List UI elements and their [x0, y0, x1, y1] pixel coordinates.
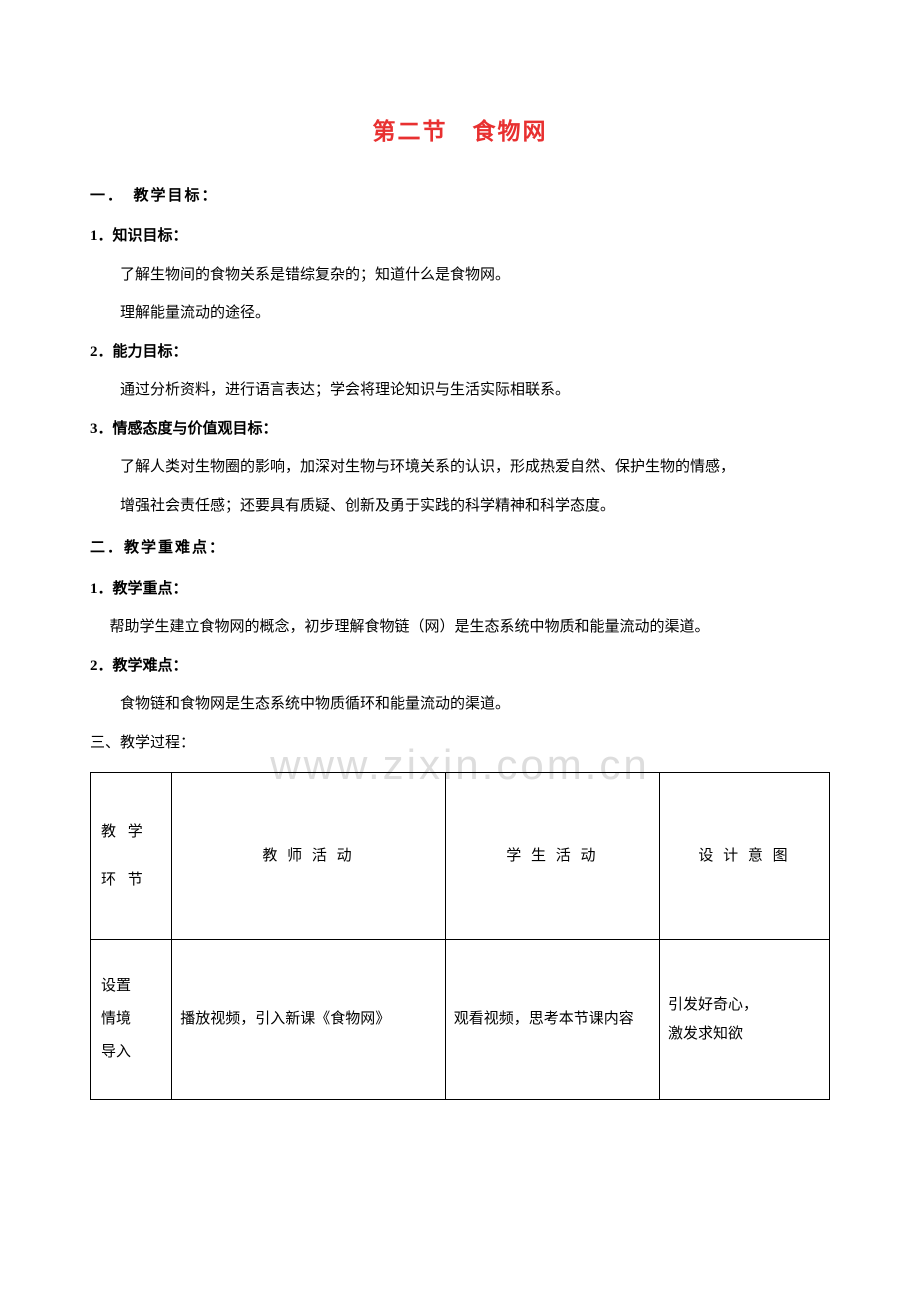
section-2-item-2-line-1: 食物链和食物网是生态系统中物质循环和能量流动的渠道。	[90, 690, 830, 719]
teaching-process-table: 教 学环 节 教 师 活 动 学 生 活 动 设 计 意 图 设置情境导入 播放…	[90, 772, 830, 1100]
section-3-heading: 三、教学过程：	[90, 729, 830, 758]
table-row-1-col-2: 播放视频，引入新课《食物网》	[172, 940, 445, 1100]
section-2-item-2-heading: 2．教学难点：	[90, 652, 830, 681]
section-1-item-2-line-1: 通过分析资料，进行语言表达；学会将理论知识与生活实际相联系。	[90, 376, 830, 405]
document-container: www.zixin.com.cn 第二节 食物网 一． 教学目标： 1．知识目标…	[90, 110, 830, 1100]
section-1-item-2-heading: 2．能力目标：	[90, 338, 830, 367]
table-header-row: 教 学环 节 教 师 活 动 学 生 活 动 设 计 意 图	[91, 773, 830, 940]
section-1-item-1-line-1: 了解生物间的食物关系是错综复杂的；知道什么是食物网。	[90, 261, 830, 290]
section-1-item-3-heading: 3．情感态度与价值观目标：	[90, 415, 830, 444]
table-row-1-col-3: 观看视频，思考本节课内容	[445, 940, 659, 1100]
section-1-item-1-heading: 1．知识目标：	[90, 222, 830, 251]
section-1-item-3-line-2: 增强社会责任感；还要具有质疑、创新及勇于实践的科学精神和科学态度。	[90, 492, 830, 521]
table-header-col-4: 设 计 意 图	[660, 773, 830, 940]
section-1-item-1-line-2: 理解能量流动的途径。	[90, 299, 830, 328]
section-2-item-1-heading: 1．教学重点：	[90, 575, 830, 604]
table-header-col-3: 学 生 活 动	[445, 773, 659, 940]
table-header-col-1: 教 学环 节	[91, 773, 172, 940]
table-row-1-col-1: 设置情境导入	[91, 940, 172, 1100]
section-1-item-3-line-1: 了解人类对生物圈的影响，加深对生物与环境关系的认识，形成热爱自然、保护生物的情感…	[90, 453, 830, 482]
table-header-col-2: 教 师 活 动	[172, 773, 445, 940]
page-title: 第二节 食物网	[90, 110, 830, 154]
section-1-heading: 一． 教学目标：	[90, 182, 830, 211]
section-2-item-1-line-1: 帮助学生建立食物网的概念，初步理解食物链（网）是生态系统中物质和能量流动的渠道。	[110, 613, 831, 642]
table-row-1-col-4: 引发好奇心，激发求知欲	[660, 940, 830, 1100]
table-row: 设置情境导入 播放视频，引入新课《食物网》 观看视频，思考本节课内容 引发好奇心…	[91, 940, 830, 1100]
section-2-heading: 二．教学重难点：	[90, 534, 830, 563]
